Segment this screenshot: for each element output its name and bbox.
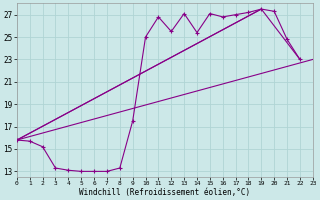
X-axis label: Windchill (Refroidissement éolien,°C): Windchill (Refroidissement éolien,°C) bbox=[79, 188, 250, 197]
